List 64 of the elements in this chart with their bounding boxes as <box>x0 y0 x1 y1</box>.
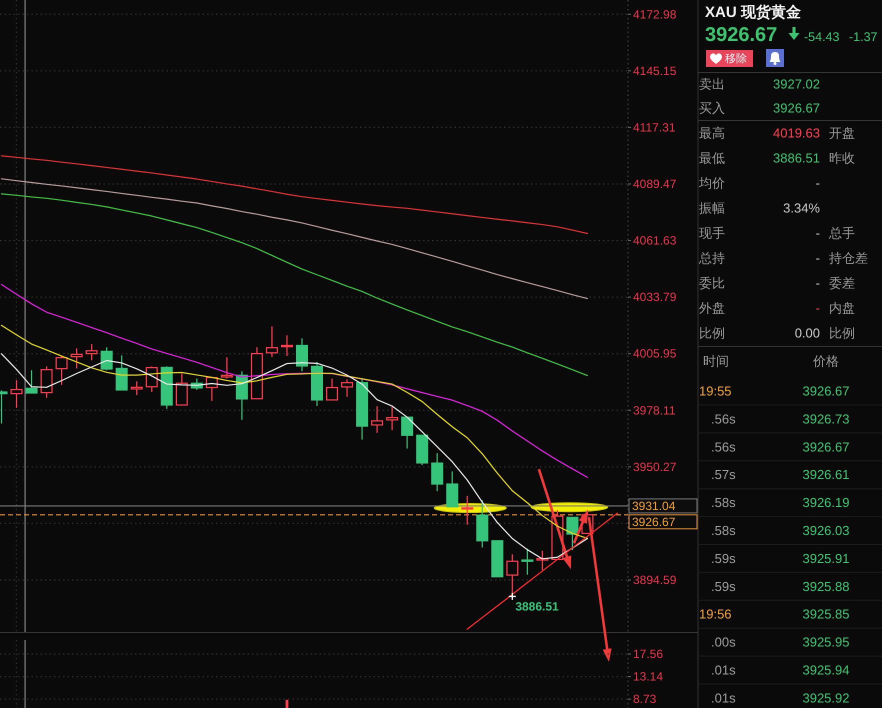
text: -1.37 <box>849 30 878 44</box>
text: 买入 <box>699 100 725 116</box>
text: -54.43 <box>804 30 840 44</box>
y-tick-label: 4172.98 <box>633 7 677 22</box>
text: 比例 <box>829 326 855 340</box>
text: .58s 3926.19 <box>711 495 850 510</box>
text: 3886.51 <box>773 150 820 166</box>
text: 价格 <box>812 354 839 368</box>
y-tick-label: 13.14 <box>633 670 664 684</box>
text: 委差 <box>829 276 855 290</box>
text: 3.34% <box>783 200 820 216</box>
text: .00s 3925.95 <box>711 634 850 650</box>
text: .56s 3926.67 <box>711 439 850 454</box>
text: .01s 3925.92 <box>711 690 850 706</box>
text: 最高 <box>699 126 725 140</box>
y-tick-label: 4089.47 <box>633 176 677 191</box>
y-tick-label: 4061.63 <box>633 234 677 248</box>
text: 总手 <box>828 226 855 240</box>
ref-line-label: 3926.67 <box>632 514 676 529</box>
text: .58s 3926.03 <box>711 523 850 538</box>
text: 最低 <box>699 150 725 166</box>
text: XAU 现货黄金 <box>705 4 801 21</box>
text: 持仓差 <box>829 250 868 266</box>
y-tick-label: 4117.31 <box>633 120 676 134</box>
text: 外盘 <box>699 300 725 316</box>
text: 现手 <box>699 226 725 240</box>
text: 3926.67 <box>705 24 778 46</box>
ref-line-label: 3931.04 <box>632 498 676 513</box>
text: 开盘 <box>829 126 855 140</box>
text: 卖出 <box>699 76 725 92</box>
y-tick-label: 3894.59 <box>633 572 677 587</box>
text: - <box>816 176 820 190</box>
annotation: 3886.51 <box>515 599 560 614</box>
text: 委比 <box>699 276 725 290</box>
text: 总持 <box>698 250 725 266</box>
y-tick-label: 4145.15 <box>633 64 677 78</box>
y-tick-label: 17.56 <box>633 647 664 662</box>
text: 3926.67 <box>773 100 820 116</box>
text: .56s 3926.73 <box>711 411 850 426</box>
text: .57s 3926.61 <box>711 467 850 482</box>
text: .59s 3925.91 <box>711 550 850 566</box>
y-tick-label: 4033.79 <box>633 290 677 304</box>
text: 移除 <box>725 53 747 65</box>
text: - <box>816 276 820 290</box>
text: 19:56 3925.85 <box>699 606 850 622</box>
text: - <box>816 300 820 316</box>
text: 4019.63 <box>773 126 820 140</box>
text: 均价 <box>698 176 725 190</box>
y-tick-label: 4005.95 <box>633 346 677 361</box>
text: - <box>816 226 820 240</box>
text: 0.00 <box>794 326 820 340</box>
text: .59s 3925.88 <box>711 578 850 594</box>
text: .01s 3925.94 <box>711 662 850 678</box>
text: 昨收 <box>829 150 855 166</box>
y-tick-label: 8.73 <box>633 692 657 706</box>
y-tick-label: 3950.27 <box>633 460 677 474</box>
text: 19:55 3926.67 <box>699 384 850 398</box>
y-tick-label: 3978.11 <box>633 403 676 418</box>
text: 时间 <box>703 354 729 368</box>
text: 3927.02 <box>773 76 820 92</box>
text: 振幅 <box>699 200 725 216</box>
text: 比例 <box>699 326 725 340</box>
text: - <box>816 250 820 266</box>
text: 内盘 <box>829 300 855 316</box>
